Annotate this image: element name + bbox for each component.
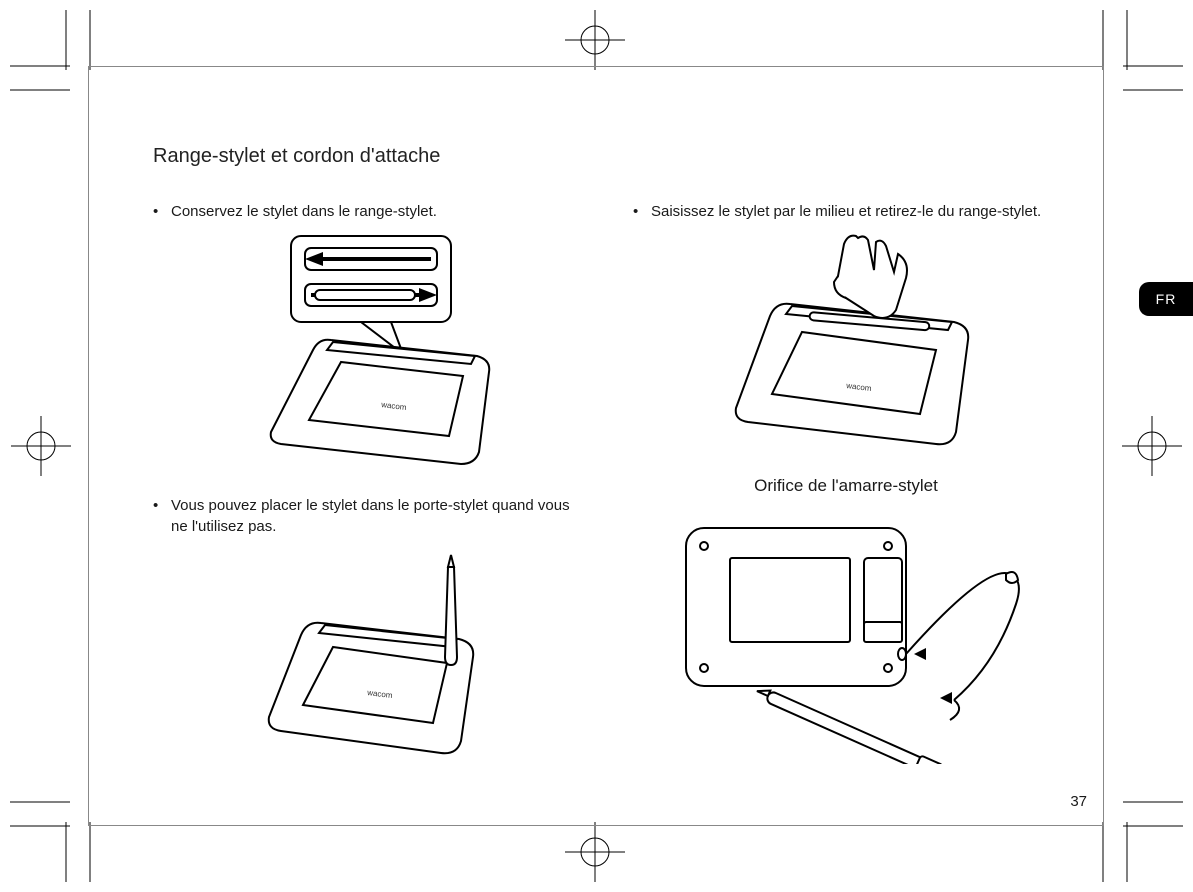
figure-remove-stylet: wacom <box>633 232 1059 452</box>
language-tab: FR <box>1139 282 1193 316</box>
registration-mark-right <box>1117 416 1187 476</box>
figure-store-in-compartment: wacom <box>153 232 579 472</box>
page-content: Range-stylet et cordon d'attache Conserv… <box>153 145 1059 791</box>
left-column: Conservez le stylet dans le range-stylet… <box>153 202 579 791</box>
bullet-pen-holder: Vous pouvez placer le stylet dans le por… <box>153 496 579 537</box>
section-heading: Range-stylet et cordon d'attache <box>153 145 1059 168</box>
figure-tether-hole <box>633 504 1059 764</box>
figure-label-tether-hole: Orifice de l'amarre-stylet <box>633 476 1059 496</box>
registration-mark-left <box>6 416 76 476</box>
right-column: Saisissez le stylet par le milieu et ret… <box>633 202 1059 791</box>
bullet-store-stylet: Conservez le stylet dans le range-stylet… <box>153 202 579 222</box>
figure-pen-holder: wacom <box>153 547 579 767</box>
bullet-remove-stylet: Saisissez le stylet par le milieu et ret… <box>633 202 1059 222</box>
page-number: 37 <box>1070 793 1087 810</box>
registration-mark-top <box>560 10 630 70</box>
registration-mark-bottom <box>560 822 630 882</box>
